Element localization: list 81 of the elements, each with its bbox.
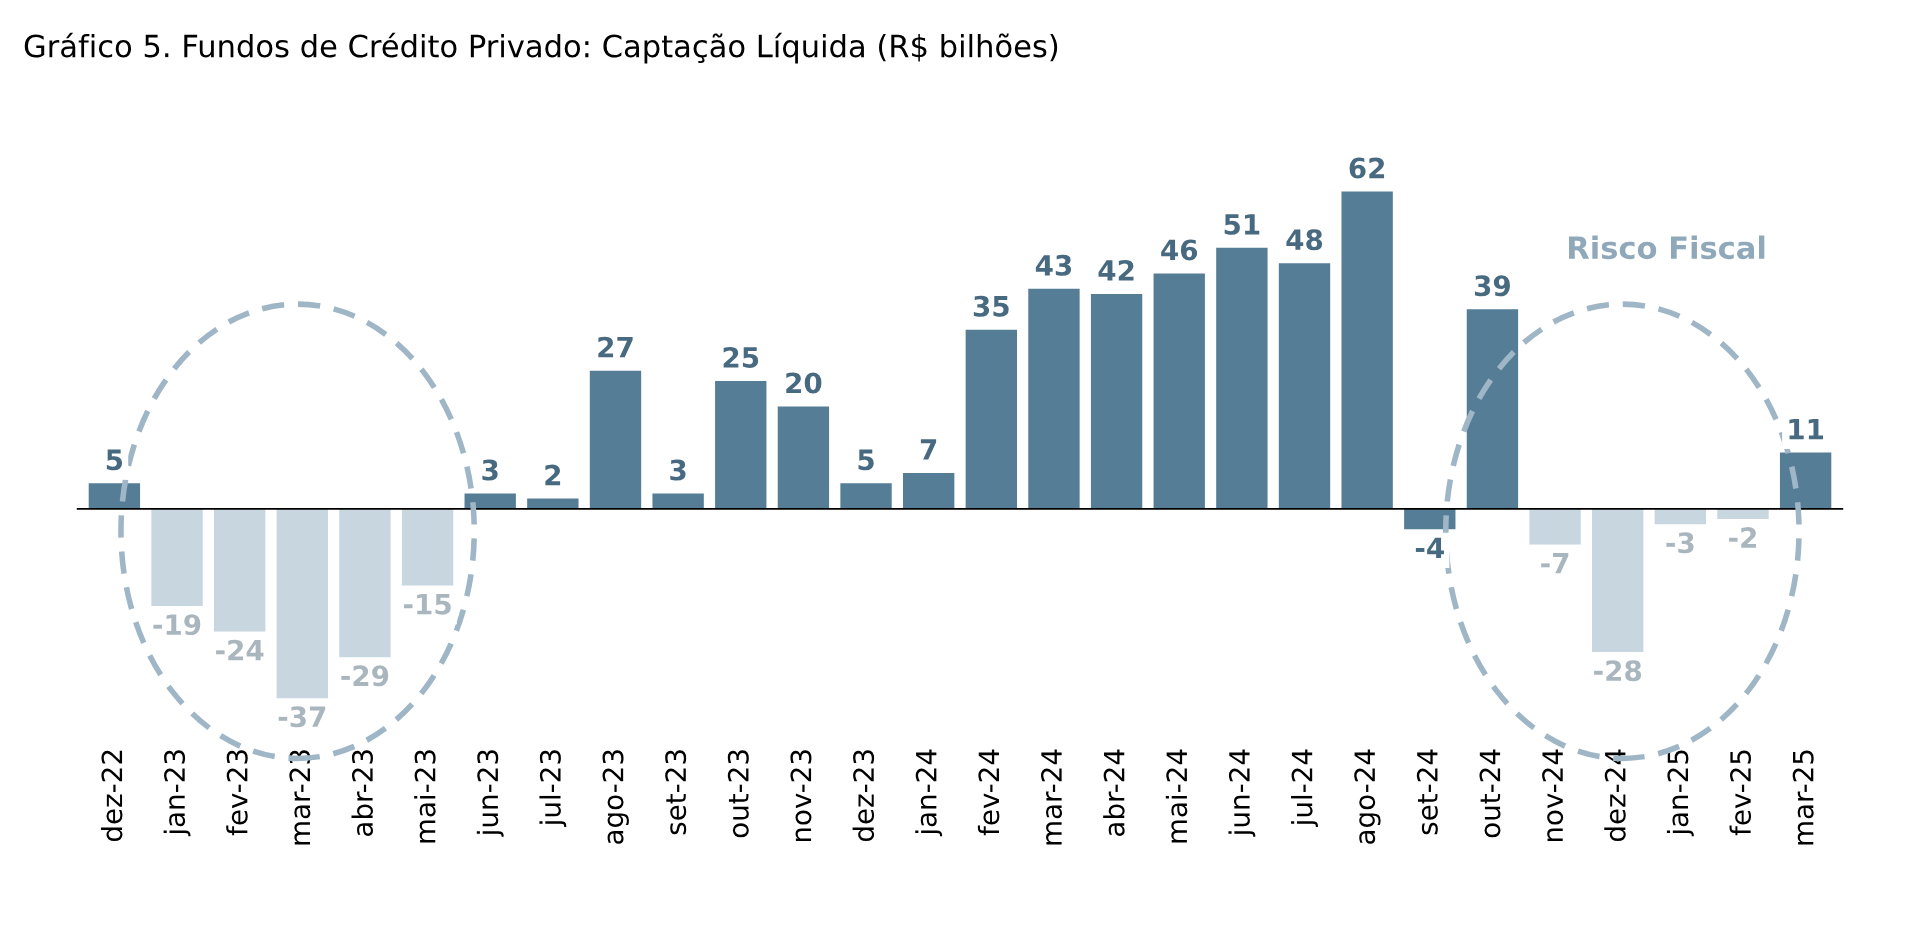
x-tick-label: jan-24	[915, 749, 943, 837]
x-tick-label: ago-24	[1354, 749, 1381, 844]
bar	[1529, 508, 1581, 545]
bar	[903, 472, 955, 509]
x-tick-label: nov-24	[1542, 749, 1564, 842]
x-tick-label: out-24	[1479, 749, 1501, 838]
x-tick-label: fev-25	[1729, 750, 1752, 836]
data-label: -4	[1415, 537, 1444, 558]
data-label: -28	[1594, 660, 1642, 682]
bar	[1028, 288, 1080, 509]
data-label: 62	[1349, 157, 1385, 179]
data-label: -29	[341, 665, 389, 687]
x-tick-label: mar-25	[1792, 750, 1814, 845]
x-tick-label: jul-24	[1291, 749, 1318, 827]
bar	[840, 483, 892, 509]
data-label: 42	[1098, 259, 1134, 281]
data-label: -3	[1666, 532, 1694, 554]
data-label: 5	[858, 449, 874, 471]
data-label: 3	[670, 459, 686, 481]
x-tick-label: jan-25	[1666, 750, 1694, 837]
data-label: 48	[1286, 229, 1323, 251]
bar	[1216, 247, 1268, 509]
data-label: 20	[786, 372, 822, 394]
annotation: Risco Fiscal	[1569, 235, 1765, 260]
bar	[401, 508, 454, 586]
bar	[1466, 309, 1519, 509]
data-label: 2	[545, 464, 561, 486]
x-tick-label: set-23	[665, 750, 687, 835]
x-tick-label: fev-23	[226, 750, 248, 836]
data-label: 27	[598, 336, 633, 358]
data-label: 46	[1161, 239, 1198, 261]
x-tick-label: dez-24	[1604, 749, 1626, 842]
bar	[715, 380, 767, 509]
data-label: 5	[106, 449, 123, 471]
x-tick-label: abr-23	[351, 750, 373, 836]
x-tick-label: nov-23	[790, 750, 812, 842]
data-label: -19	[153, 614, 201, 636]
bar	[1341, 191, 1393, 509]
bar	[777, 406, 830, 509]
x-tick-label: set-24	[1416, 749, 1438, 835]
bar	[464, 493, 516, 509]
data-label: 11	[1789, 418, 1824, 440]
data-label: -15	[403, 594, 451, 615]
bar	[1090, 293, 1143, 509]
bar	[652, 493, 704, 509]
bar	[1654, 508, 1707, 525]
x-tick-label: ago-23	[602, 750, 629, 844]
bar	[1278, 263, 1331, 509]
bar	[1153, 273, 1205, 509]
bar	[1592, 508, 1644, 653]
bar	[213, 508, 266, 632]
x-tick-label: jan-23	[163, 750, 191, 837]
x-tick-label: jul-23	[539, 750, 567, 827]
x-tick-label: abr-24	[1103, 749, 1125, 836]
data-label: -24	[216, 639, 264, 661]
bar	[589, 370, 642, 509]
x-tick-label: fev-24	[977, 749, 1000, 836]
x-tick-label: jun-23	[476, 750, 504, 837]
x-tick-label: out-23	[727, 750, 749, 838]
x-tick-label: mai-24	[1165, 749, 1188, 843]
data-label: -7	[1541, 553, 1569, 574]
data-label: 43	[1035, 254, 1072, 276]
data-label: 7	[920, 439, 937, 460]
bar	[1779, 452, 1832, 509]
data-label: 35	[973, 295, 1009, 317]
data-label: -37	[278, 706, 326, 728]
bar	[276, 508, 328, 699]
x-tick-label: jun-24	[1228, 749, 1256, 837]
data-label: 3	[482, 459, 498, 481]
data-label: 25	[723, 346, 759, 368]
data-label: -2	[1729, 527, 1756, 548]
bar	[151, 508, 203, 607]
x-tick-label: mai-23	[414, 750, 436, 843]
data-label: 39	[1474, 275, 1510, 297]
chart-title: Gráfico 5. Fundos de Crédito Privado: Captação Líquida (R$ bilhões)	[24, 32, 1058, 64]
bar	[339, 508, 391, 658]
x-tick-label: dez-22	[100, 750, 123, 842]
data-label: 51	[1224, 214, 1260, 235]
x-tick-label: dez-23	[852, 750, 875, 842]
bar	[965, 329, 1017, 509]
x-tick-label: mar-24	[1041, 749, 1063, 845]
